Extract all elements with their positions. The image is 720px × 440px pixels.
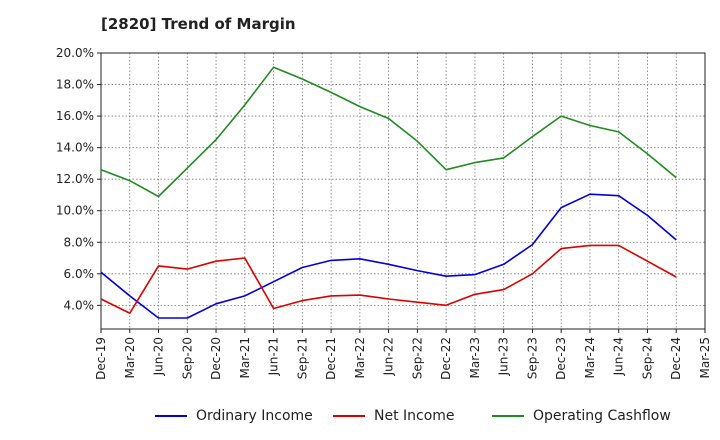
x-tick-label: Sep-21 [295,337,309,379]
legend-label-operating-cashflow: Operating Cashflow [533,408,671,424]
x-axis: Dec-19 Mar-20 Jun-20 Sep-20 Dec-20 Mar-21 Jun-… [94,329,712,380]
x-tick-label: Sep-24 [640,337,654,379]
x-tick-label: Dec-19 [94,337,108,380]
legend-item-ordinary-income: Ordinary Income [155,405,313,427]
x-tick-label: Sep-23 [525,337,539,379]
series-line-ordinary-income [100,193,677,319]
x-tick-label: Jun-21 [267,337,281,376]
legend-swatch-operating-cashflow [492,415,524,417]
y-tick-label: 6.0% [64,267,95,281]
x-tick-label: Dec-24 [669,337,683,380]
x-tick-label: Sep-22 [410,337,424,379]
x-tick-label: Dec-21 [324,337,338,380]
legend-label-net-income: Net Income [374,408,455,424]
legend-item-operating-cashflow: Operating Cashflow [492,405,671,427]
y-tick-label: 16.0% [56,109,94,123]
y-tick-label: 10.0% [56,204,94,218]
x-tick-label: Jun-20 [152,337,166,376]
y-tick-label: 20.0% [56,46,94,60]
y-tick-label: 8.0% [64,235,95,249]
plot-frame [100,52,706,330]
x-tick-label: Mar-22 [353,337,367,378]
legend: Ordinary Income Net Income Operating Cas… [0,405,720,427]
x-tick-label: Jun-23 [497,337,511,376]
series [100,66,677,319]
x-tick-label: Mar-23 [468,337,482,378]
x-tick-label: Mar-20 [123,337,137,378]
legend-swatch-net-income [333,415,365,417]
y-axis: 4.0% 6.0% 8.0% 10.0% 12.0% 14.0% 16.0% 18.0% 20.… [56,46,101,312]
legend-item-net-income: Net Income [333,405,455,427]
y-tick-label: 18.0% [56,78,94,92]
x-tick-label: Jun-22 [382,337,396,376]
x-tick-label: Mar-21 [238,337,252,378]
y-tick-label: 14.0% [56,141,94,155]
x-tick-label: Jun-24 [612,337,626,376]
grid [101,52,705,329]
legend-swatch-ordinary-income [155,415,187,417]
x-tick-label: Dec-23 [554,337,568,380]
series-line-net-income [100,244,677,315]
x-tick-label: Mar-24 [583,337,597,378]
y-tick-label: 12.0% [56,172,94,186]
legend-label-ordinary-income: Ordinary Income [196,408,313,424]
series-line-operating-cashflow [100,66,677,198]
y-tick-label: 4.0% [64,298,95,312]
x-tick-label: Dec-20 [209,337,223,380]
chart-title: [2820] Trend of Margin [101,15,296,33]
x-tick-label: Mar-25 [698,337,712,378]
x-tick-label: Dec-22 [439,337,453,380]
x-tick-label: Sep-20 [180,337,194,379]
